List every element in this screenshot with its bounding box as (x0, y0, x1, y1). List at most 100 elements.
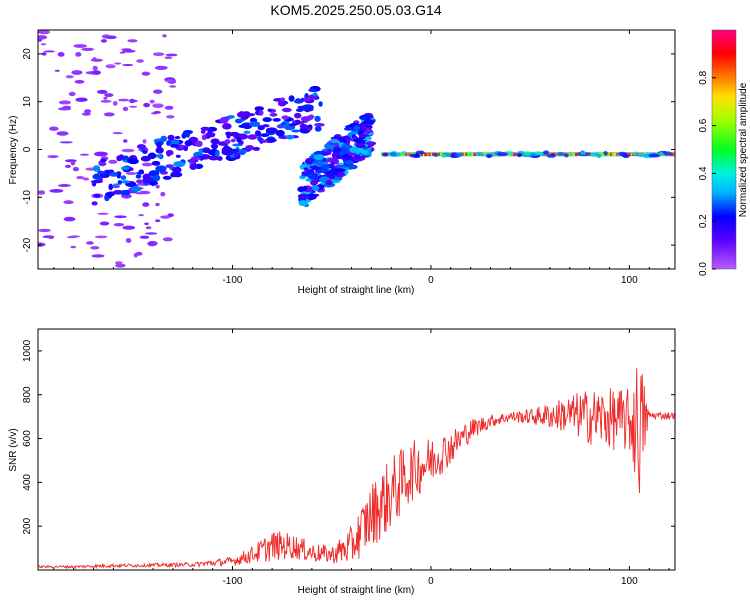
spectrogram-carrier-cell (482, 152, 485, 156)
spectrogram-noise-blob (118, 98, 130, 102)
spectrogram-carrier-blob (564, 153, 569, 158)
spectrogram-carrier-blob (474, 151, 484, 156)
spectrogram-trend-blob (284, 135, 295, 139)
spectrogram-carrier-blob (579, 151, 587, 156)
spectrogram-noise-blob (75, 52, 82, 57)
spectrogram-noise-blob (86, 241, 94, 245)
spectrogram-carrier-blob (542, 150, 550, 155)
spectrogram-carrier-cell (602, 152, 604, 156)
colorbar: 0.0 0.2 0.4 0.6 0.8 Normalized spectral ampl… (698, 29, 749, 276)
spectrogram-noise-blob (138, 214, 144, 217)
spectrogram-noise-blob (155, 202, 160, 207)
snr-y-tick-label: 1000 (22, 339, 33, 362)
spectrogram-carrier-cell (427, 152, 430, 156)
spectrogram-trend-blob (156, 141, 162, 149)
spectrogram-trend-blob (281, 115, 289, 120)
spectrogram-noise-blob (73, 44, 87, 48)
spectrogram-noise-blob (65, 164, 71, 168)
spectrogram-trend-blob (329, 169, 337, 176)
spectrogram-trend-blob (201, 134, 207, 141)
spectrogram-trend-blob (249, 121, 261, 127)
spectrogram-marks (38, 30, 675, 268)
spectrogram-trend-blob (317, 168, 329, 173)
spectrogram-noise-blob (160, 215, 171, 219)
spectrogram-noise-blob (143, 102, 151, 108)
spectrogram-noise-blob (125, 172, 137, 175)
colorbar-tick-label: 0.2 (698, 214, 709, 228)
snr-x-tick-label: 100 (621, 576, 638, 587)
spectrogram-trend-blob (344, 160, 354, 165)
spectrogram-noise-blob (92, 65, 98, 71)
spectrogram-trend-blob (349, 146, 359, 154)
spectrogram-noise-blob (160, 191, 166, 197)
spectrogram-trend-blob (353, 125, 360, 130)
spectrogram-noise-blob (92, 57, 97, 62)
spectrogram-trend-blob (257, 135, 262, 142)
spectrogram-trend-blob (288, 123, 297, 127)
spectrogram-trend-blob (120, 175, 127, 181)
spectrogram-trend-blob (363, 119, 376, 124)
spectrogram-carrier-cell (613, 152, 616, 156)
spectrogram-trend-blob (175, 154, 181, 158)
spectrogram-noise-blob (47, 155, 59, 159)
spectrogram-noise-blob (152, 52, 165, 56)
spectrogram-noise-blob (49, 126, 59, 131)
spectrogram-noise-blob (38, 228, 51, 233)
spectrogram-trend-blob (210, 138, 220, 145)
spectrogram-trend-blob (208, 155, 220, 161)
spectrogram-carrier-blob (415, 150, 425, 155)
spectrogram-carrier-cell (468, 152, 471, 156)
spectrogram-trend-blob (258, 109, 264, 116)
spectrogram-carrier-cell (424, 152, 427, 156)
spectrogram-y-tick-label: 20 (22, 48, 33, 60)
spectrogram-noise-blob (49, 189, 64, 193)
spectrogram-carrier-cell (611, 152, 614, 156)
spectrogram-trend-blob (262, 117, 272, 123)
spectrogram-trend-blob (306, 127, 312, 131)
spectrogram-noise-blob (104, 93, 114, 98)
spectrogram-carrier-cell (408, 152, 411, 156)
spectrogram-noise-blob (164, 105, 174, 110)
spectrogram-trend-blob (172, 171, 183, 178)
spectrogram-noise-blob (155, 184, 160, 189)
spectrogram-noise-blob (75, 97, 88, 102)
spectrogram-noise-blob (122, 64, 134, 66)
spectrogram-y-tick-label: -10 (22, 190, 33, 205)
spectrogram-x-tick-label: -100 (222, 275, 242, 286)
spectrogram-trend-blob (174, 136, 181, 139)
spectrogram-noise-blob (38, 30, 50, 35)
spectrogram-noise-blob (99, 221, 110, 226)
spectrogram-trend-blob (335, 154, 341, 159)
spectrogram-trend-blob (325, 180, 333, 186)
snr-y-tick-label: 400 (22, 474, 33, 491)
snr-frame (37, 328, 676, 571)
spectrogram-noise-blob (115, 263, 126, 268)
spectrogram-trend-blob (321, 164, 330, 169)
spectrogram-trend-blob (344, 126, 354, 131)
spectrogram-noise-blob (94, 235, 108, 239)
spectrogram-trend-blob (236, 137, 242, 143)
spectrogram-trend-blob (121, 166, 131, 171)
spectrogram-carrier-cell (438, 152, 441, 156)
spectrogram-trend-blob (281, 107, 292, 113)
spectrogram-trend-blob (224, 139, 231, 145)
spectrogram-carrier-blob (441, 153, 446, 158)
spectrogram-trend-blob (230, 138, 236, 143)
spectrogram-carrier-cell (473, 152, 476, 156)
spectrogram-x-tick-label: 100 (621, 275, 638, 286)
spectrogram-noise-blob (112, 132, 123, 135)
spectrogram-noise-blob (64, 159, 77, 163)
spectrogram-noise-blob (68, 91, 76, 97)
spectrogram-carrier-blob (658, 152, 664, 156)
spectrogram-trend-blob (189, 163, 197, 170)
spectrogram-noise-blob (127, 39, 138, 43)
chart-title: KOM5.2025.250.05.03.G14 (270, 2, 441, 18)
spectrogram-trend-blob (238, 150, 246, 156)
spectrogram-noise-blob (91, 70, 101, 75)
spectrogram-carrier-cell (606, 152, 609, 156)
spectrogram-noise-blob (56, 131, 69, 136)
spectrogram-noise-blob (152, 103, 164, 108)
